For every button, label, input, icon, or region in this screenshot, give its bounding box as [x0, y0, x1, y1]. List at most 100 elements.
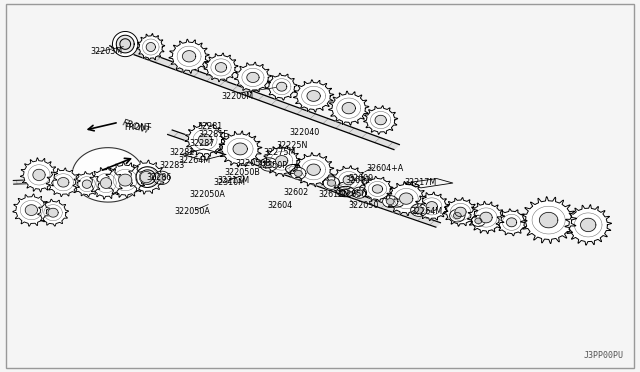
- Text: 32604: 32604: [268, 201, 292, 210]
- Polygon shape: [399, 193, 413, 204]
- Polygon shape: [20, 158, 58, 192]
- Polygon shape: [25, 205, 38, 215]
- Text: 32264M: 32264M: [411, 208, 443, 217]
- Text: FRONT: FRONT: [124, 123, 151, 132]
- Polygon shape: [356, 190, 363, 195]
- Text: 32275M: 32275M: [264, 148, 296, 157]
- Text: FRONT: FRONT: [121, 118, 151, 135]
- Polygon shape: [496, 209, 527, 236]
- Text: 32286: 32286: [147, 173, 172, 182]
- Polygon shape: [480, 212, 492, 223]
- Polygon shape: [471, 215, 485, 227]
- Polygon shape: [260, 158, 278, 171]
- Polygon shape: [185, 123, 225, 157]
- Text: 32225N: 32225N: [276, 141, 308, 151]
- Polygon shape: [109, 41, 399, 150]
- Polygon shape: [73, 171, 101, 197]
- Polygon shape: [38, 199, 68, 226]
- Text: 32200M: 32200M: [221, 92, 253, 101]
- Polygon shape: [362, 176, 393, 202]
- Text: 322040: 322040: [289, 128, 319, 137]
- Polygon shape: [506, 218, 516, 227]
- Polygon shape: [426, 202, 437, 211]
- Polygon shape: [140, 171, 152, 183]
- Polygon shape: [387, 199, 394, 205]
- Polygon shape: [146, 42, 156, 51]
- Text: 32610N: 32610N: [319, 190, 349, 199]
- Polygon shape: [450, 209, 465, 222]
- Text: 32609: 32609: [349, 174, 374, 183]
- Polygon shape: [168, 130, 440, 227]
- Polygon shape: [233, 143, 247, 155]
- Polygon shape: [218, 131, 262, 167]
- Polygon shape: [118, 174, 132, 186]
- Polygon shape: [307, 91, 320, 101]
- Polygon shape: [327, 180, 335, 186]
- Polygon shape: [454, 212, 461, 219]
- Polygon shape: [143, 173, 152, 182]
- Polygon shape: [264, 161, 273, 168]
- Polygon shape: [411, 204, 428, 217]
- Text: 32217M: 32217M: [404, 178, 436, 187]
- Polygon shape: [140, 170, 156, 185]
- Polygon shape: [565, 205, 611, 245]
- Polygon shape: [198, 134, 212, 145]
- Polygon shape: [372, 185, 383, 193]
- Polygon shape: [263, 145, 300, 177]
- Text: 322050B: 322050B: [236, 158, 271, 167]
- Polygon shape: [332, 166, 366, 195]
- Polygon shape: [415, 192, 449, 221]
- Text: 32281: 32281: [197, 122, 223, 131]
- Polygon shape: [353, 187, 367, 198]
- Text: 32281E: 32281E: [198, 129, 229, 139]
- Polygon shape: [375, 115, 387, 125]
- Polygon shape: [234, 62, 271, 93]
- Polygon shape: [415, 207, 423, 213]
- Polygon shape: [276, 82, 287, 91]
- Text: 322050A: 322050A: [174, 207, 211, 216]
- Polygon shape: [116, 35, 134, 53]
- Polygon shape: [100, 178, 112, 188]
- Polygon shape: [540, 212, 558, 228]
- Text: 32604+A: 32604+A: [366, 164, 403, 173]
- Polygon shape: [157, 174, 166, 181]
- Polygon shape: [137, 33, 164, 61]
- Polygon shape: [266, 73, 297, 100]
- Polygon shape: [216, 62, 227, 72]
- Polygon shape: [364, 106, 397, 134]
- Polygon shape: [455, 207, 466, 217]
- Polygon shape: [113, 32, 138, 57]
- Polygon shape: [169, 39, 209, 73]
- Polygon shape: [323, 177, 340, 189]
- Polygon shape: [294, 153, 334, 187]
- Polygon shape: [154, 171, 170, 185]
- Polygon shape: [48, 208, 58, 217]
- Text: 32602: 32602: [346, 176, 371, 185]
- Text: 32264M: 32264M: [178, 156, 211, 165]
- Polygon shape: [247, 73, 259, 83]
- Polygon shape: [343, 175, 355, 185]
- Polygon shape: [58, 177, 69, 187]
- Polygon shape: [46, 168, 81, 197]
- Text: 32350P: 32350P: [257, 161, 287, 170]
- Text: 32310M: 32310M: [213, 178, 245, 187]
- Polygon shape: [294, 80, 334, 112]
- Polygon shape: [291, 167, 306, 179]
- Polygon shape: [521, 197, 577, 244]
- Polygon shape: [89, 167, 123, 199]
- Polygon shape: [204, 53, 238, 82]
- Text: 32213M: 32213M: [218, 176, 250, 185]
- Polygon shape: [386, 182, 426, 216]
- Polygon shape: [383, 196, 398, 208]
- Polygon shape: [580, 218, 596, 232]
- Text: 32287: 32287: [189, 139, 214, 148]
- Polygon shape: [307, 164, 320, 175]
- Text: J3PP00PU: J3PP00PU: [583, 351, 623, 360]
- Polygon shape: [444, 198, 477, 226]
- Polygon shape: [276, 155, 288, 166]
- Polygon shape: [342, 103, 355, 114]
- Polygon shape: [72, 148, 144, 202]
- Polygon shape: [475, 218, 482, 224]
- Text: 32282: 32282: [170, 148, 195, 157]
- Polygon shape: [105, 162, 145, 198]
